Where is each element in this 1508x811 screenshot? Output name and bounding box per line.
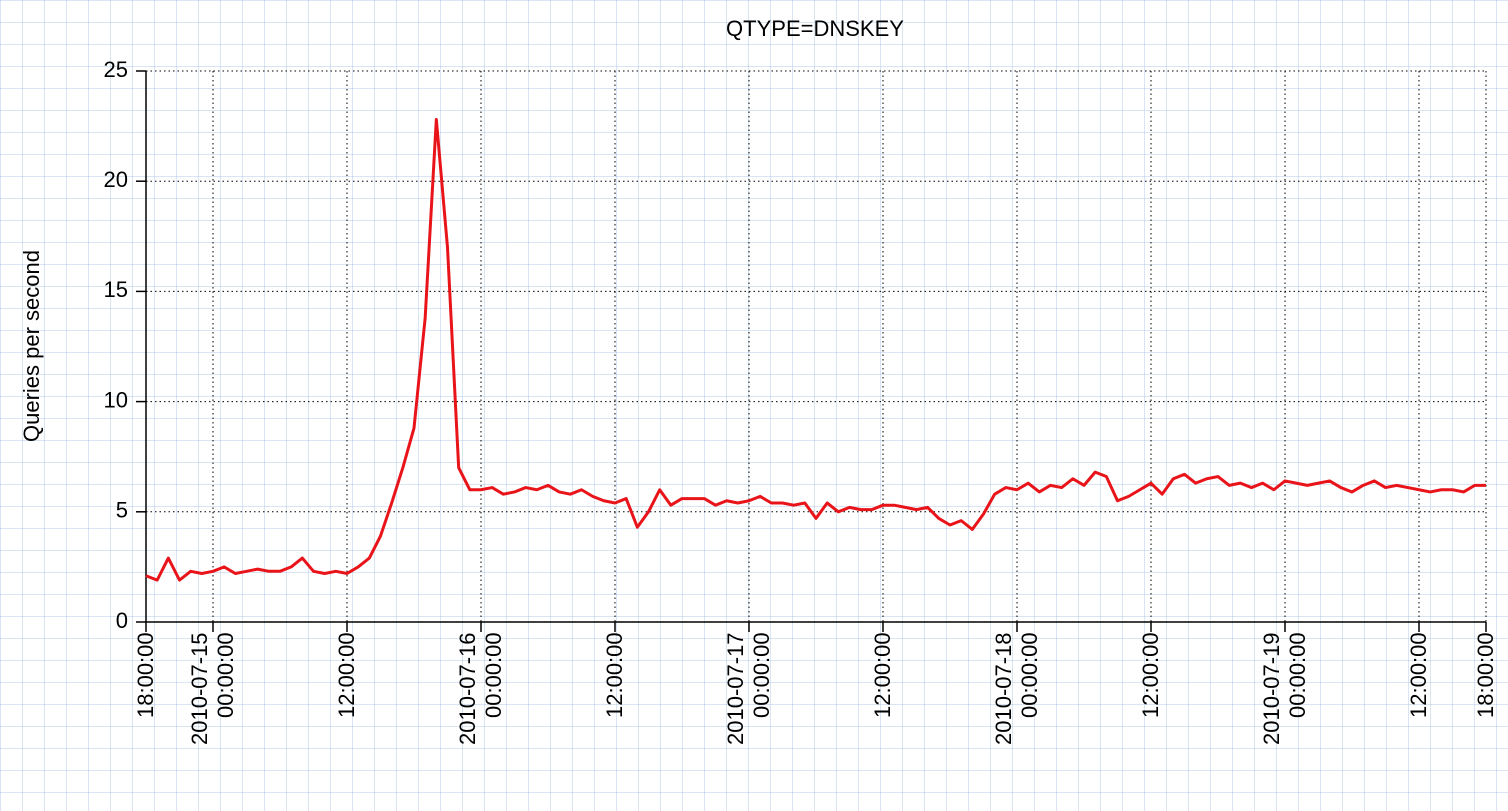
y-tick-label: 20 xyxy=(104,167,128,192)
x-tick-label: 12:00:00 xyxy=(334,632,359,718)
x-tick-label: 18:00:00 xyxy=(1473,632,1498,718)
y-tick-label: 25 xyxy=(104,57,128,82)
x-tick-label: 2010-07-16 00:00:00 xyxy=(455,632,506,745)
chart-title: QTYPE=DNSKEY xyxy=(726,16,904,41)
x-tick-label: 2010-07-17 00:00:00 xyxy=(723,632,774,745)
y-tick-label: 5 xyxy=(116,498,128,523)
x-tick-label: 12:00:00 xyxy=(602,632,627,718)
x-tick-label: 12:00:00 xyxy=(1138,632,1163,718)
x-tick-label: 2010-07-18 00:00:00 xyxy=(991,632,1042,745)
x-tick-label: 12:00:00 xyxy=(1406,632,1431,718)
data-line xyxy=(145,117,1486,582)
y-tick-label: 10 xyxy=(104,387,128,412)
y-axis-label: Queries per second xyxy=(19,250,44,442)
y-tick-label: 15 xyxy=(104,277,128,302)
x-tick-label: 18:00:00 xyxy=(133,632,158,718)
x-tick-label: 2010-07-15 00:00:00 xyxy=(187,632,238,745)
x-tick-label: 12:00:00 xyxy=(870,632,895,718)
y-tick-label: 0 xyxy=(116,608,128,633)
x-tick-label: 2010-07-19 00:00:00 xyxy=(1259,632,1310,745)
